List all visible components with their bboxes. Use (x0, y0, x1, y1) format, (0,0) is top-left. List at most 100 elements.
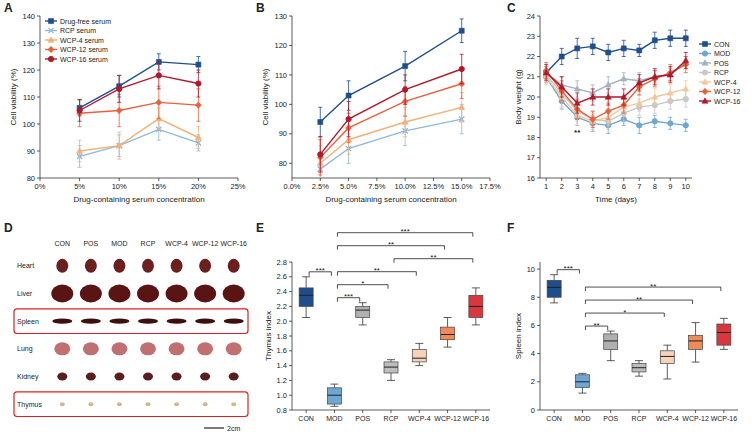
y-tick-label: 16 (527, 174, 535, 183)
whisker-cap-low (444, 347, 452, 348)
significance-label: ** (650, 282, 656, 291)
error-bar (606, 89, 610, 105)
x-tick-label: CON (546, 415, 562, 422)
y-axis-title: Cell viability (%) (261, 68, 270, 125)
row-label: Heart (17, 262, 34, 269)
x-tick (608, 178, 609, 181)
whisker-low (582, 387, 583, 393)
x-tick (546, 178, 547, 181)
y-tick (537, 178, 540, 179)
x-tick-label: 5.0% (340, 182, 357, 191)
legend-marker (48, 28, 53, 33)
x-tick (582, 410, 583, 413)
data-point (683, 36, 688, 41)
x-tick-label: 20% (191, 182, 206, 191)
whisker-high (667, 345, 668, 351)
organ-photo (223, 285, 245, 303)
y-tick (289, 163, 292, 164)
y-tick-label: 1.4 (277, 361, 287, 370)
error-bar (347, 101, 351, 136)
x-tick-label: 10.0% (395, 182, 417, 191)
panel-letter: E (256, 221, 264, 235)
panel-letter: F (507, 221, 514, 235)
y-tick-label: 2.8 (277, 258, 287, 267)
whisker-high (610, 331, 611, 334)
y-tick (537, 36, 540, 37)
x-tick (238, 178, 239, 181)
data-point (346, 93, 351, 98)
median (660, 356, 674, 357)
y-tick (289, 16, 292, 17)
error-bar (637, 117, 641, 133)
data-point (652, 74, 658, 79)
error-bar (668, 67, 672, 83)
x-tick (577, 178, 578, 181)
whisker-low (419, 362, 420, 366)
data-point (459, 66, 464, 71)
series-line (546, 77, 686, 126)
whisker-low (723, 345, 724, 349)
x-axis-title: Time (days) (595, 195, 637, 204)
x-tick-label: 10 (682, 182, 690, 191)
y-tick-label: 4 (531, 349, 535, 358)
legend-label: WCP-4 (714, 79, 737, 86)
box (299, 288, 313, 307)
whisker-cap-low (692, 362, 700, 363)
organ-photo (143, 373, 153, 381)
y-tick-label: 120 (274, 41, 287, 50)
y-tick (289, 104, 292, 105)
y-tick (37, 178, 40, 179)
x-tick (592, 178, 593, 181)
organ-photo (51, 285, 73, 303)
whisker-high (419, 343, 420, 349)
y-tick-label: 1.0 (277, 391, 287, 400)
organ-photo (146, 402, 151, 406)
column-label: MOD (111, 240, 127, 247)
y-tick-label: 8 (531, 293, 535, 302)
data-point (559, 54, 564, 59)
significance-label: *** (344, 292, 353, 301)
column-label: CON (55, 240, 71, 247)
median (575, 381, 589, 382)
y-tick-label: 21 (527, 72, 535, 81)
x-tick-label: CON (298, 415, 314, 422)
whisker-cap-low (415, 365, 423, 366)
y-axis-title: Cell viability (%) (9, 68, 18, 125)
organ-photo (229, 373, 239, 381)
data-point (683, 123, 688, 128)
y-tick-label: 80 (27, 174, 35, 183)
error-bar (591, 38, 595, 54)
plot-area (299, 277, 483, 407)
whisker-cap-high (444, 317, 452, 318)
significance-label: * (361, 279, 364, 288)
organ-photo (224, 319, 244, 324)
y-tick-label: 18 (527, 133, 535, 142)
x-tick-label: 15% (151, 182, 166, 191)
organ-photo (171, 259, 183, 273)
error-bar (591, 111, 595, 127)
x-tick (639, 178, 640, 181)
significance: **************** (309, 227, 473, 302)
legend-label: RCP (714, 69, 729, 76)
error-bar (591, 111, 595, 127)
y-tick (289, 133, 292, 134)
x-tick-label: WCP-4 (408, 415, 431, 422)
x-tick (623, 178, 624, 181)
whisker-low (695, 349, 696, 362)
x-tick-label: 3 (575, 182, 579, 191)
data-point (318, 120, 323, 125)
legend-marker (703, 42, 708, 47)
series-line (320, 69, 461, 154)
plot-area (77, 54, 202, 167)
organ-photo (195, 319, 215, 324)
panel-letter: A (4, 1, 13, 15)
y-tick (37, 124, 40, 125)
data-point (636, 100, 642, 105)
error-bar (78, 100, 82, 122)
series-line (320, 84, 461, 158)
whisker-high (554, 275, 555, 281)
data-point (116, 142, 122, 147)
whisker-high (723, 318, 724, 324)
x-tick-label: 9 (668, 182, 672, 191)
error-bar (157, 86, 161, 118)
